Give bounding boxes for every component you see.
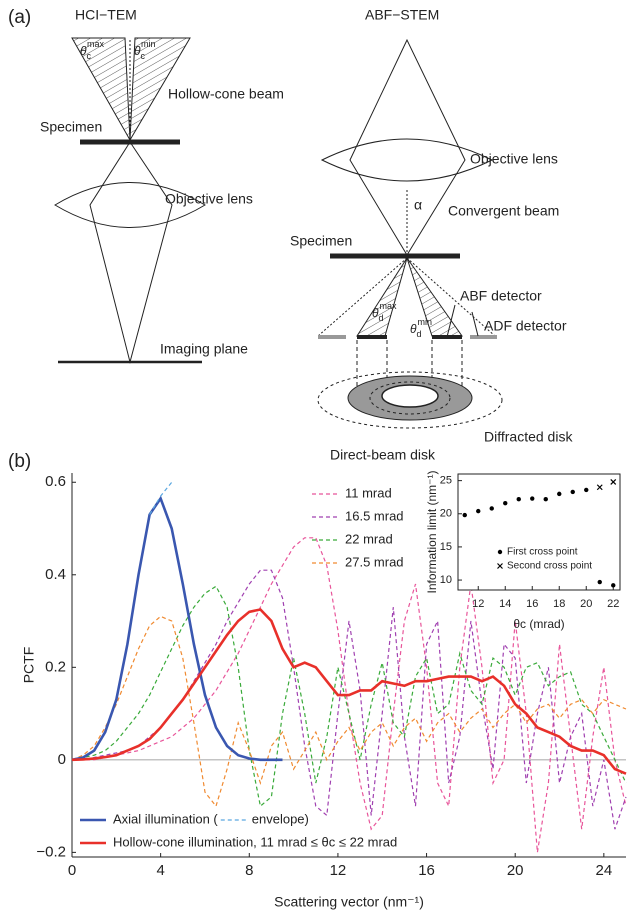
- legend-label: 27.5 mrad: [345, 554, 404, 569]
- x-tick-label: 16: [418, 862, 435, 879]
- y-tick-label: −0.2: [36, 843, 66, 860]
- label: ABF detector: [460, 288, 542, 304]
- x-tick-label: 4: [156, 862, 164, 879]
- x-tick-label: 0: [68, 862, 76, 879]
- figure: (a) HCI−TEM θcmax θcmin Hollow-cone beam…: [0, 0, 632, 911]
- y-axis-label: PCTF: [21, 647, 37, 684]
- label: Objective lens: [165, 191, 253, 207]
- point: [557, 492, 561, 496]
- y-tick-label: 0: [58, 751, 66, 768]
- y-tick-label: 20: [440, 508, 452, 520]
- legend-label: 16.5 mrad: [345, 508, 404, 523]
- ray-diamond: [90, 142, 172, 362]
- abf-cone-left: [357, 258, 407, 336]
- label: ADF detector: [484, 318, 567, 334]
- series-line: [72, 570, 626, 829]
- legend-label: First cross point: [507, 547, 578, 558]
- x-tick-label: 14: [499, 598, 511, 610]
- label: Convergent beam: [448, 203, 559, 219]
- point: [490, 506, 494, 510]
- point: [598, 580, 602, 584]
- panel-a-text: (a) HCI−TEM θcmax θcmin Hollow-cone beam…: [8, 7, 573, 472]
- legend-label: Second cross point: [507, 561, 592, 572]
- label: Direct-beam disk: [330, 447, 436, 463]
- x-tick-label: 18: [553, 598, 565, 610]
- label: Hollow-cone beam: [168, 86, 284, 102]
- legend-swatch: [498, 550, 502, 554]
- legend-label: 11 mrad: [345, 485, 392, 500]
- label: Diffracted disk: [484, 429, 573, 445]
- direct-beam-disk: [382, 385, 438, 407]
- point: [611, 583, 615, 587]
- pointer: [472, 312, 478, 336]
- panel-label: (b): [8, 451, 31, 472]
- x-tick-label: 22: [607, 598, 619, 610]
- point: [503, 501, 507, 505]
- label: Objective lens: [470, 151, 558, 167]
- y-tick-label: 0.2: [45, 658, 66, 675]
- point: [530, 496, 534, 500]
- y-tick-label: 0.4: [45, 566, 66, 583]
- point: [476, 509, 480, 513]
- point: [584, 488, 588, 492]
- panel-label: (a): [8, 7, 31, 28]
- series-line: [72, 498, 283, 759]
- y-axis-label: Information limit (nm⁻¹): [425, 470, 439, 593]
- objective-lens: [322, 139, 492, 181]
- x-tick-label: 8: [245, 862, 253, 879]
- inset-chart: Information limit (nm⁻¹) θc (mrad) 12 14 1…: [425, 470, 620, 631]
- legend-label: 22 mrad: [345, 531, 393, 546]
- x-axis-label: Scattering vector (nm⁻¹): [274, 894, 424, 910]
- label: Specimen: [290, 233, 352, 249]
- legend-label: envelope): [252, 811, 309, 826]
- inset-frame: [458, 474, 620, 590]
- legend-label: Axial illumination (: [113, 811, 218, 826]
- point: [463, 513, 467, 517]
- label: Specimen: [40, 119, 102, 135]
- x-tick-label: 12: [472, 598, 484, 610]
- theta-label: θdmin: [410, 317, 432, 339]
- x-tick-label: 20: [507, 862, 524, 879]
- point: [571, 490, 575, 494]
- y-tick-label: 0.6: [45, 473, 66, 490]
- x-tick-label: 12: [330, 862, 347, 879]
- y-tick-label: 15: [440, 541, 452, 553]
- x-tick-label: 16: [526, 598, 538, 610]
- x-axis-label: θc (mrad): [513, 617, 564, 631]
- point: [517, 497, 521, 501]
- label: Imaging plane: [160, 341, 248, 357]
- x-tick-label: 24: [595, 862, 612, 879]
- point: [544, 497, 548, 501]
- y-tick-label: 25: [440, 475, 452, 487]
- legend-label: Hollow-cone illumination, 11 mrad ≤ θc ≤…: [113, 834, 397, 849]
- diagram-title: ABF−STEM: [365, 7, 439, 23]
- label: α: [414, 197, 422, 213]
- diagram-title: HCI−TEM: [75, 7, 137, 23]
- y-tick-label: 10: [440, 574, 452, 586]
- x-tick-label: 20: [580, 598, 592, 610]
